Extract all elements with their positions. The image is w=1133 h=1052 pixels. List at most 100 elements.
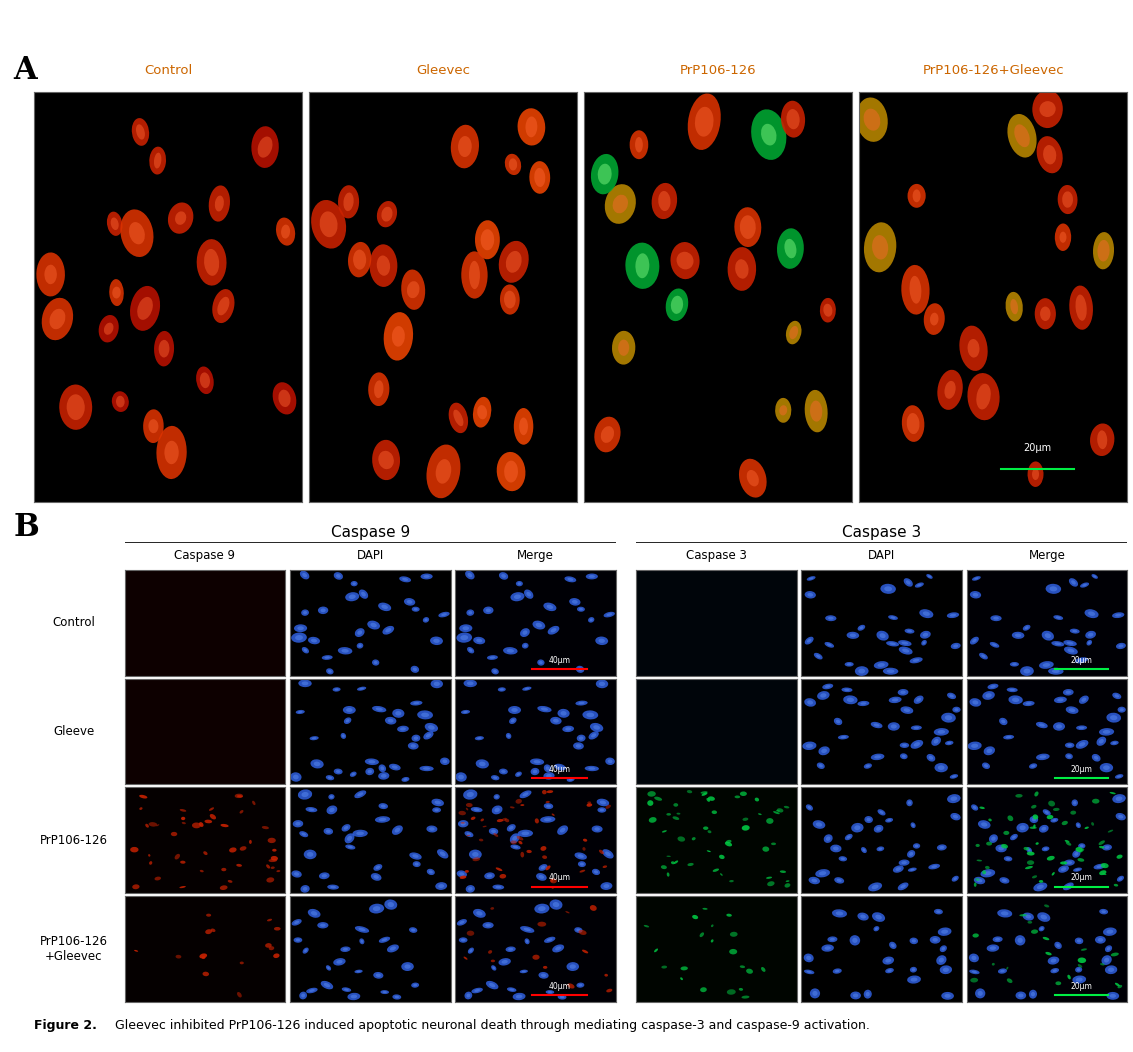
Ellipse shape <box>898 647 912 654</box>
Ellipse shape <box>472 397 492 427</box>
Ellipse shape <box>586 573 598 580</box>
Ellipse shape <box>148 419 159 433</box>
Ellipse shape <box>647 801 654 806</box>
Ellipse shape <box>707 850 710 852</box>
Ellipse shape <box>423 767 431 770</box>
Ellipse shape <box>465 831 474 837</box>
Ellipse shape <box>174 854 180 859</box>
Ellipse shape <box>221 824 229 827</box>
Ellipse shape <box>1075 740 1089 749</box>
Ellipse shape <box>1094 936 1106 944</box>
Ellipse shape <box>1031 765 1036 767</box>
Ellipse shape <box>954 708 959 711</box>
Ellipse shape <box>458 774 463 780</box>
Ellipse shape <box>553 902 560 907</box>
Ellipse shape <box>739 459 767 498</box>
Ellipse shape <box>886 641 900 647</box>
Ellipse shape <box>981 654 986 658</box>
Ellipse shape <box>154 876 161 881</box>
Ellipse shape <box>1099 841 1105 845</box>
Ellipse shape <box>546 990 554 994</box>
Ellipse shape <box>597 798 610 806</box>
Ellipse shape <box>112 391 129 412</box>
Ellipse shape <box>310 911 317 915</box>
Ellipse shape <box>171 832 177 836</box>
Ellipse shape <box>945 994 951 997</box>
Ellipse shape <box>1067 975 1071 979</box>
Ellipse shape <box>644 925 649 928</box>
Ellipse shape <box>577 983 585 988</box>
Ellipse shape <box>330 808 334 812</box>
Ellipse shape <box>451 125 479 168</box>
Ellipse shape <box>773 811 780 814</box>
Ellipse shape <box>1072 800 1077 806</box>
Ellipse shape <box>303 948 308 954</box>
Ellipse shape <box>411 607 419 611</box>
Ellipse shape <box>326 965 331 971</box>
Ellipse shape <box>1107 930 1114 934</box>
Ellipse shape <box>912 824 914 827</box>
Ellipse shape <box>928 575 931 578</box>
Ellipse shape <box>431 636 443 645</box>
Ellipse shape <box>385 628 391 632</box>
Ellipse shape <box>516 581 522 586</box>
Ellipse shape <box>320 872 330 879</box>
Ellipse shape <box>846 835 851 838</box>
Ellipse shape <box>544 817 552 822</box>
Ellipse shape <box>368 761 375 764</box>
Ellipse shape <box>700 987 707 992</box>
Ellipse shape <box>636 254 649 278</box>
Ellipse shape <box>441 613 446 616</box>
Ellipse shape <box>974 883 977 887</box>
Ellipse shape <box>1075 937 1083 944</box>
Ellipse shape <box>352 583 356 585</box>
Ellipse shape <box>1100 964 1105 966</box>
Ellipse shape <box>605 184 636 224</box>
Ellipse shape <box>534 761 540 764</box>
Ellipse shape <box>833 847 838 850</box>
Ellipse shape <box>387 902 394 907</box>
Ellipse shape <box>1105 946 1113 952</box>
Ellipse shape <box>834 877 844 884</box>
Ellipse shape <box>521 831 529 835</box>
Ellipse shape <box>496 452 526 491</box>
Ellipse shape <box>156 426 187 479</box>
Ellipse shape <box>271 867 274 869</box>
Ellipse shape <box>411 734 420 742</box>
Ellipse shape <box>469 261 480 289</box>
Ellipse shape <box>387 719 393 723</box>
Ellipse shape <box>341 733 346 739</box>
Ellipse shape <box>237 795 242 797</box>
Ellipse shape <box>937 370 963 410</box>
Ellipse shape <box>836 720 841 724</box>
Ellipse shape <box>508 706 521 714</box>
Ellipse shape <box>662 966 667 969</box>
Ellipse shape <box>854 826 860 830</box>
Ellipse shape <box>303 887 307 891</box>
Ellipse shape <box>820 693 826 697</box>
Ellipse shape <box>394 828 400 832</box>
Ellipse shape <box>318 607 329 614</box>
Ellipse shape <box>428 870 433 873</box>
Ellipse shape <box>367 770 372 773</box>
Ellipse shape <box>499 769 508 774</box>
Ellipse shape <box>520 790 531 798</box>
Ellipse shape <box>327 670 332 673</box>
Ellipse shape <box>605 757 615 765</box>
Ellipse shape <box>599 850 604 854</box>
Ellipse shape <box>976 989 986 998</box>
Ellipse shape <box>499 958 511 966</box>
Ellipse shape <box>1050 968 1059 973</box>
Ellipse shape <box>495 868 502 871</box>
Ellipse shape <box>934 739 938 744</box>
Ellipse shape <box>533 770 537 773</box>
Ellipse shape <box>909 852 913 856</box>
Ellipse shape <box>543 855 547 858</box>
Text: 20μm: 20μm <box>1071 765 1092 773</box>
Ellipse shape <box>1107 712 1121 723</box>
Ellipse shape <box>908 975 921 984</box>
Ellipse shape <box>823 684 833 689</box>
Ellipse shape <box>465 870 469 873</box>
Ellipse shape <box>461 822 466 826</box>
Ellipse shape <box>359 589 368 599</box>
